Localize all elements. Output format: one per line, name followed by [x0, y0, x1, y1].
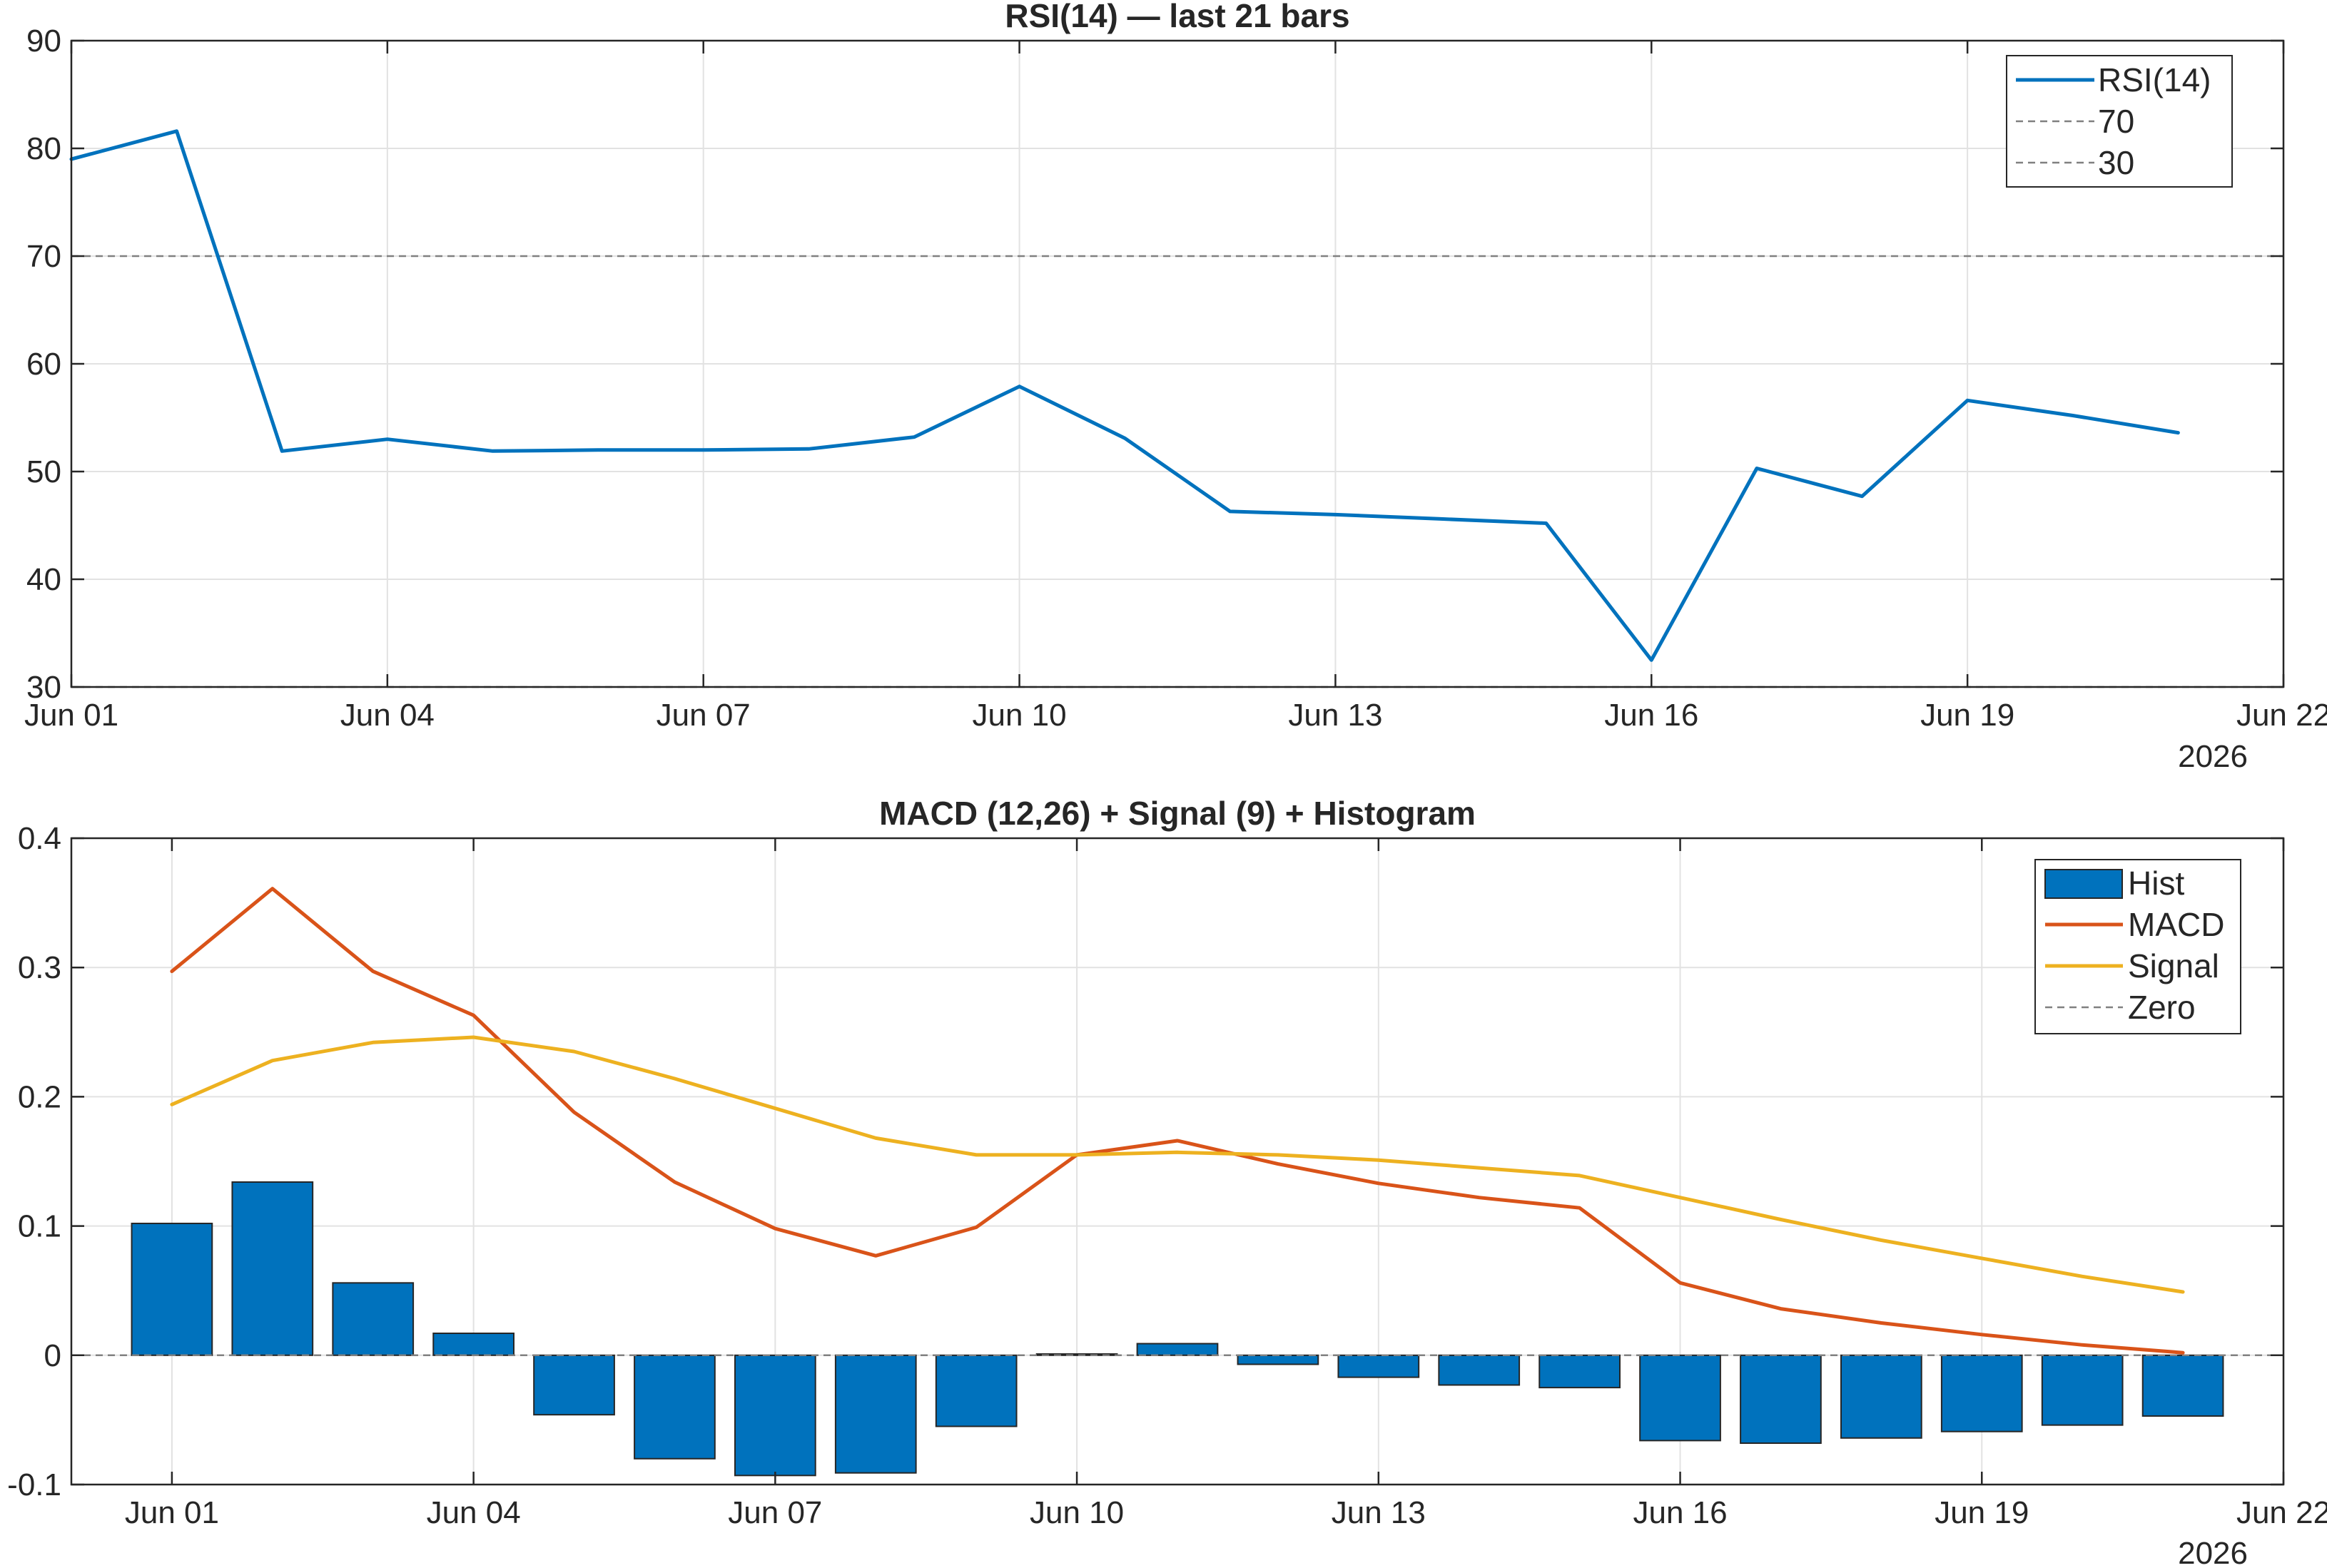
rsi-ytick-label: 40 [26, 562, 61, 597]
macd-xtick-label: Jun 01 [125, 1495, 219, 1530]
macd-ytick-label: 0.2 [18, 1079, 61, 1114]
rsi-xtick-label: Jun 19 [1920, 698, 2014, 733]
rsi-ytick-label: 70 [26, 239, 61, 274]
hist-bar [332, 1282, 415, 1356]
legend-label-signal: Signal [2128, 947, 2219, 984]
hist-bar [634, 1354, 716, 1460]
rsi-ytick-label: 80 [26, 131, 61, 166]
hist-bar [1740, 1354, 1822, 1445]
rsi-panel: Jun 01 Jun 04 Jun 07 Jun 10 Jun 13 Jun 16 Jun … [24, 0, 2327, 774]
rsi-xtick-label: Jun 04 [340, 698, 435, 733]
macd-year-label: 2026 [2178, 1536, 2248, 1568]
hist-bar [2141, 1354, 2224, 1417]
rsi-xtick-label: Jun 16 [1604, 698, 1698, 733]
hist-bar [1237, 1354, 1319, 1365]
legend-swatch-hist [2044, 869, 2123, 899]
macd-legend: Hist MACD Signal Zero [2034, 859, 2241, 1034]
hist-bar [231, 1181, 314, 1356]
legend-label-hist: Hist [2128, 865, 2184, 902]
rsi-legend: RSI(14) 70 30 [2006, 55, 2233, 188]
rsi-ytick-label: 50 [26, 454, 61, 489]
hist-bar [734, 1354, 816, 1477]
rsi-xtick-label: Jun 10 [973, 698, 1067, 733]
macd-xtick-label: Jun 22 [2236, 1495, 2327, 1530]
series-line-macd [170, 887, 2185, 1355]
hist-bar [1639, 1354, 1721, 1442]
hist-bar [1840, 1354, 1922, 1439]
hist-bar [1136, 1343, 1219, 1356]
hist-bar [1438, 1354, 1521, 1386]
macd-plot-box [70, 837, 2285, 1486]
rsi-grid [71, 40, 2284, 688]
macd-ticks: Jun 01 Jun 04 Jun 07 Jun 10 Jun 13 Jun 16 Jun … [7, 821, 2327, 1530]
hist-bar [131, 1222, 213, 1356]
macd-ytick-label: 0.4 [18, 821, 61, 856]
rsi-ytick-label: 90 [26, 24, 61, 58]
macd-title: MACD (12,26) + Signal (9) + Histogram [879, 795, 1476, 832]
macd-ytick-label: 0.3 [18, 950, 61, 985]
hist-bar [432, 1332, 514, 1356]
legend-label-zero: Zero [2128, 989, 2196, 1026]
rsi-ytick-label: 60 [26, 347, 61, 382]
macd-ytick-label: 0 [44, 1338, 61, 1373]
macd-histogram-bars [131, 1181, 2224, 1477]
rsi-ticks: Jun 01 Jun 04 Jun 07 Jun 10 Jun 13 Jun 16 Jun … [24, 24, 2327, 733]
series-line-rsi-14 [69, 129, 2180, 662]
rsi-xtick-label: Jun 07 [656, 698, 751, 733]
macd-xtick-label: Jun 13 [1332, 1495, 1426, 1530]
hist-bar [2041, 1354, 2124, 1426]
rsi-year-label: 2026 [2178, 739, 2248, 774]
hist-bar [935, 1354, 1018, 1427]
rsi-xtick-label: Jun 22 [2236, 698, 2327, 733]
hist-bar [1538, 1354, 1621, 1389]
rsi-xtick-label: Jun 01 [24, 698, 118, 733]
macd-ytick-label: -0.1 [7, 1467, 61, 1502]
legend-label-30: 30 [2098, 144, 2134, 181]
rsi-series [69, 129, 2180, 662]
series-line-signal [170, 1035, 2185, 1294]
legend-label-rsi: RSI(14) [2098, 61, 2211, 98]
rsi-xtick-label: Jun 13 [1288, 698, 1382, 733]
legend-label-70: 70 [2098, 103, 2134, 140]
hist-bar [533, 1354, 615, 1416]
macd-ytick-label: 0.1 [18, 1209, 61, 1244]
macd-panel: Jun 01 Jun 04 Jun 07 Jun 10 Jun 13 Jun 16 Jun … [7, 795, 2327, 1568]
hist-bar [1940, 1354, 2023, 1432]
macd-xtick-label: Jun 19 [1935, 1495, 2029, 1530]
macd-xtick-label: Jun 16 [1633, 1495, 1727, 1530]
rsi-ytick-label: 30 [26, 670, 61, 705]
rsi-title: RSI(14) — last 21 bars [1005, 0, 1349, 34]
hist-bar [1337, 1354, 1420, 1378]
legend-label-macd: MACD [2128, 906, 2224, 943]
macd-xtick-label: Jun 04 [427, 1495, 521, 1530]
hist-bar [834, 1354, 917, 1474]
macd-series [170, 887, 2185, 1355]
macd-xtick-label: Jun 10 [1030, 1495, 1124, 1530]
macd-xtick-label: Jun 07 [728, 1495, 822, 1530]
